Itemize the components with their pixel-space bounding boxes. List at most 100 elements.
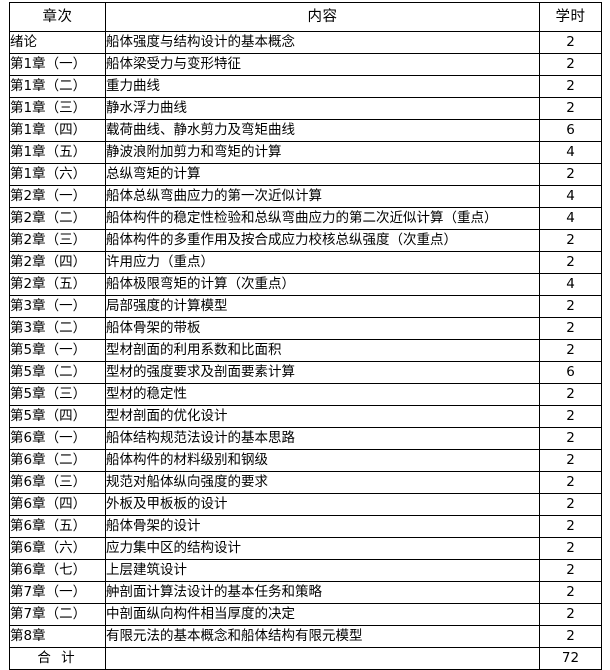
cell-chapter: 第1章（五） <box>9 141 106 164</box>
cell-chapter: 绪论 <box>9 31 106 54</box>
table-row: 第6章（一） 船体结构规范法设计的基本思路 2 <box>9 427 602 450</box>
course-hours-table: 章次 内容 学时 绪论 船体强度与结构设计的基本概念 2 第1章（一） 船体梁受力与变形… <box>9 2 602 670</box>
cell-content: 船体结构规范法设计的基本思路 <box>105 427 540 450</box>
table-row: 第2章（五） 船体极限弯矩的计算（次重点） 4 <box>9 273 602 296</box>
cell-hours: 2 <box>539 53 602 76</box>
cell-hours: 2 <box>539 449 602 472</box>
cell-hours: 2 <box>539 97 602 120</box>
table-row: 第6章（二） 船体构件的材料级别和钢级 2 <box>9 449 602 472</box>
table-row: 第7章（二） 中剖面纵向构件相当厚度的决定 2 <box>9 603 602 626</box>
cell-content: 载荷曲线、静水剪力及弯矩曲线 <box>105 119 540 142</box>
cell-chapter: 第6章（二） <box>9 449 106 472</box>
cell-content: 规范对船体纵向强度的要求 <box>105 471 540 494</box>
cell-content: 许用应力（重点） <box>105 251 540 274</box>
cell-chapter: 第6章（三） <box>9 471 106 494</box>
cell-hours: 2 <box>539 229 602 252</box>
table-row: 第2章（三） 船体构件的多重作用及按合成应力校核总纵强度（次重点） 2 <box>9 229 602 252</box>
table-row: 第1章（三） 静水浮力曲线 2 <box>9 97 602 120</box>
cell-content: 船体总纵弯曲应力的第一次近似计算 <box>105 185 540 208</box>
table-row: 第7章（一） 舯剖面计算法设计的基本任务和策略 2 <box>9 581 602 604</box>
cell-chapter: 第5章（三） <box>9 383 106 406</box>
cell-hours: 4 <box>539 185 602 208</box>
cell-hours: 2 <box>539 383 602 406</box>
cell-chapter: 第7章（一） <box>9 581 106 604</box>
cell-hours: 2 <box>539 603 602 626</box>
cell-chapter: 第1章（四） <box>9 119 106 142</box>
cell-content: 船体构件的稳定性检验和总纵弯曲应力的第二次近似计算（重点） <box>105 207 540 230</box>
cell-chapter: 第2章（五） <box>9 273 106 296</box>
table-row: 第2章（二） 船体构件的稳定性检验和总纵弯曲应力的第二次近似计算（重点） 4 <box>9 207 602 230</box>
table-row: 第5章（三） 型材的稳定性 2 <box>9 383 602 406</box>
cell-chapter: 第5章（一） <box>9 339 106 362</box>
cell-content: 应力集中区的结构设计 <box>105 537 540 560</box>
cell-hours: 4 <box>539 141 602 164</box>
cell-content: 型材剖面的优化设计 <box>105 405 540 428</box>
cell-content: 重力曲线 <box>105 75 540 98</box>
cell-hours: 2 <box>539 405 602 428</box>
table-row: 第6章（七） 上层建筑设计 2 <box>9 559 602 582</box>
table-row: 第6章（六） 应力集中区的结构设计 2 <box>9 537 602 560</box>
cell-hours: 2 <box>539 31 602 54</box>
cell-content: 船体极限弯矩的计算（次重点） <box>105 273 540 296</box>
cell-hours: 2 <box>539 471 602 494</box>
cell-hours: 2 <box>539 515 602 538</box>
table-row: 第1章（二） 重力曲线 2 <box>9 75 602 98</box>
column-header-content: 内容 <box>105 2 540 32</box>
cell-chapter: 第5章（二） <box>9 361 106 384</box>
table-row: 第1章（六） 总纵弯矩的计算 2 <box>9 163 602 186</box>
cell-chapter: 第6章（六） <box>9 537 106 560</box>
table-row: 第5章（四） 型材剖面的优化设计 2 <box>9 405 602 428</box>
cell-chapter: 第2章（三） <box>9 229 106 252</box>
cell-hours: 6 <box>539 119 602 142</box>
cell-hours: 2 <box>539 163 602 186</box>
table-row: 第1章（四） 载荷曲线、静水剪力及弯矩曲线 6 <box>9 119 602 142</box>
cell-hours: 2 <box>539 625 602 648</box>
column-header-chapter: 章次 <box>9 2 106 32</box>
cell-chapter: 第1章（二） <box>9 75 106 98</box>
cell-hours: 2 <box>539 339 602 362</box>
cell-content: 总纵弯矩的计算 <box>105 163 540 186</box>
cell-hours: 2 <box>539 251 602 274</box>
cell-chapter: 第6章（七） <box>9 559 106 582</box>
cell-chapter: 第1章（一） <box>9 53 106 76</box>
cell-hours: 6 <box>539 361 602 384</box>
table-row: 第5章（一） 型材剖面的利用系数和比面积 2 <box>9 339 602 362</box>
table-row: 第5章（二） 型材的强度要求及剖面要素计算 6 <box>9 361 602 384</box>
table-header: 章次 内容 学时 <box>9 2 602 32</box>
cell-chapter: 第1章（六） <box>9 163 106 186</box>
cell-content: 静波浪附加剪力和弯矩的计算 <box>105 141 540 164</box>
cell-content: 中剖面纵向构件相当厚度的决定 <box>105 603 540 626</box>
cell-content: 型材剖面的利用系数和比面积 <box>105 339 540 362</box>
cell-content: 船体构件的材料级别和钢级 <box>105 449 540 472</box>
cell-hours: 2 <box>539 75 602 98</box>
cell-chapter: 第8章 <box>9 625 106 648</box>
table-row: 第6章（四） 外板及甲板板的设计 2 <box>9 493 602 516</box>
cell-content: 舯剖面计算法设计的基本任务和策略 <box>105 581 540 604</box>
table-row: 第2章（一） 船体总纵弯曲应力的第一次近似计算 4 <box>9 185 602 208</box>
cell-content: 上层建筑设计 <box>105 559 540 582</box>
table-row: 绪论 船体强度与结构设计的基本概念 2 <box>9 31 602 54</box>
cell-hours: 4 <box>539 207 602 230</box>
cell-content: 船体构件的多重作用及按合成应力校核总纵强度（次重点） <box>105 229 540 252</box>
cell-hours: 4 <box>539 273 602 296</box>
column-header-hours: 学时 <box>539 2 602 32</box>
cell-content: 船体强度与结构设计的基本概念 <box>105 31 540 54</box>
cell-chapter: 第2章（二） <box>9 207 106 230</box>
cell-hours: 2 <box>539 559 602 582</box>
cell-chapter: 第6章（五） <box>9 515 106 538</box>
table-row: 第8章 有限元法的基本概念和船体结构有限元模型 2 <box>9 625 602 648</box>
cell-chapter: 第5章（四） <box>9 405 106 428</box>
cell-chapter: 第7章（二） <box>9 603 106 626</box>
table-header-row: 章次 内容 学时 <box>9 2 602 32</box>
cell-chapter: 第6章（一） <box>9 427 106 450</box>
cell-hours: 2 <box>539 295 602 318</box>
cell-content: 外板及甲板板的设计 <box>105 493 540 516</box>
table-row: 第1章（一） 船体梁受力与变形特征 2 <box>9 53 602 76</box>
cell-content: 船体骨架的设计 <box>105 515 540 538</box>
cell-chapter: 第1章（三） <box>9 97 106 120</box>
table-row: 第3章（一） 局部强度的计算模型 2 <box>9 295 602 318</box>
table-row: 第3章（二） 船体骨架的带板 2 <box>9 317 602 340</box>
cell-content: 静水浮力曲线 <box>105 97 540 120</box>
cell-content: 船体梁受力与变形特征 <box>105 53 540 76</box>
